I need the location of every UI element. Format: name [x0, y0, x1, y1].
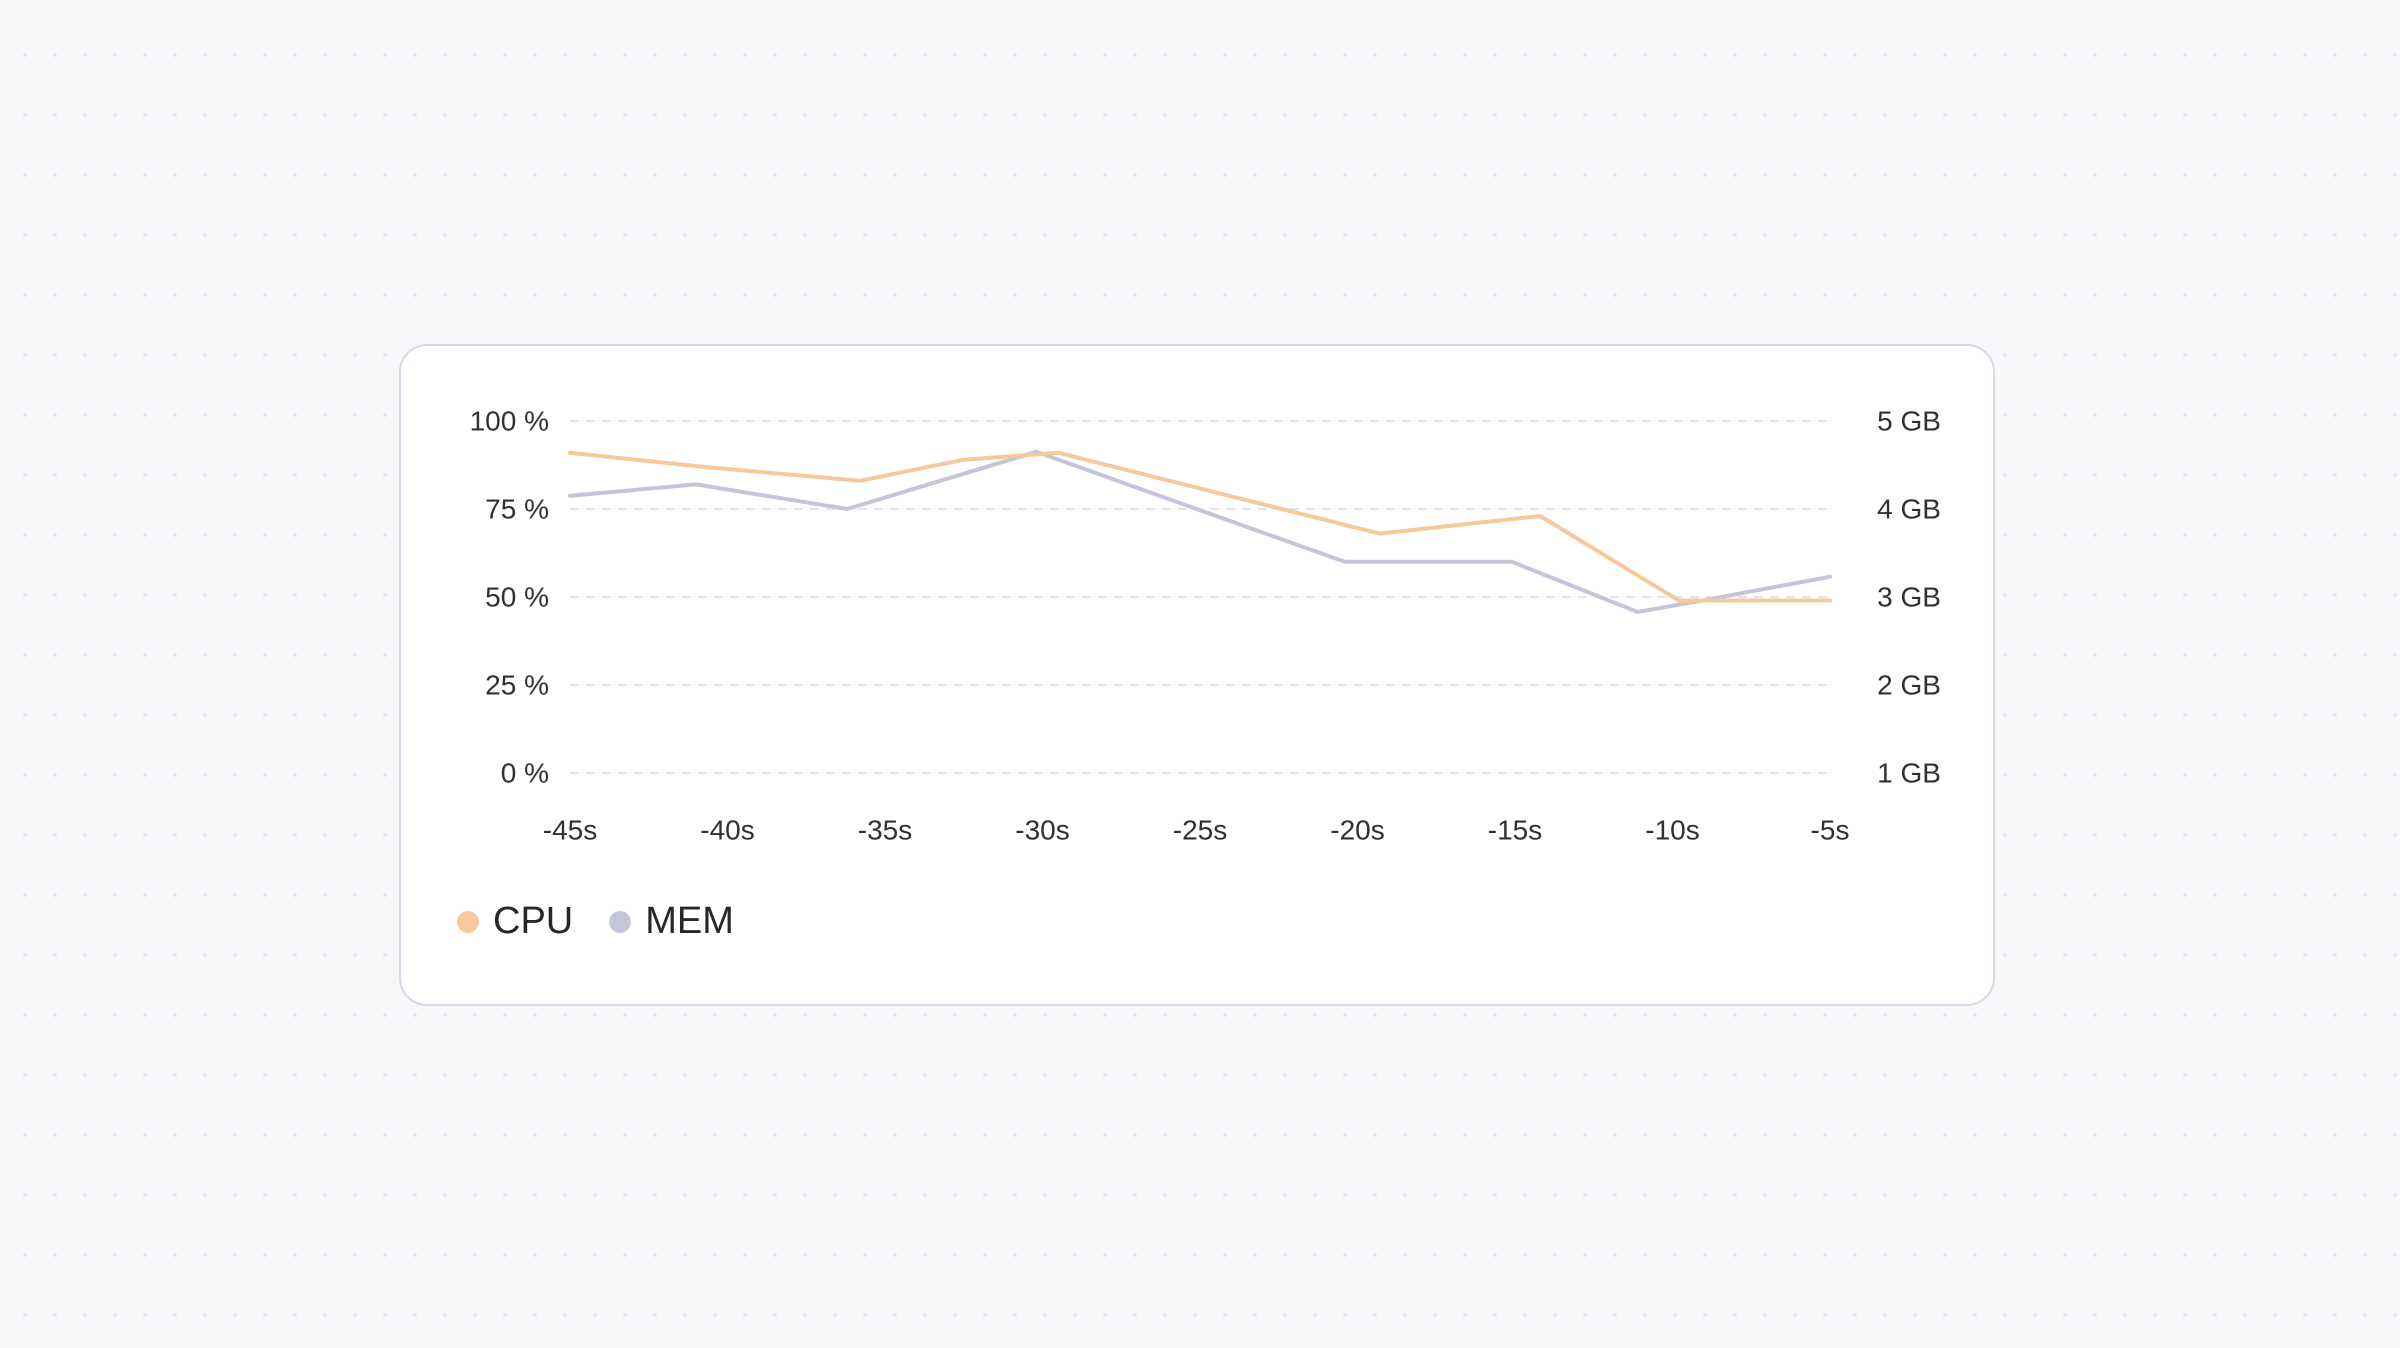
x-tick-label: -45s: [543, 815, 597, 846]
y-left-tick-label: 50 %: [485, 582, 549, 613]
legend-label-mem: MEM: [645, 900, 734, 942]
x-tick-label: -5s: [1811, 815, 1850, 846]
y-left-tick-label: 75 %: [485, 494, 549, 525]
y-right-tick-label: 3 GB: [1877, 582, 1941, 613]
y-right-tick-label: 2 GB: [1877, 670, 1941, 701]
x-tick-label: -10s: [1645, 815, 1699, 846]
y-right-tick-label: 1 GB: [1877, 758, 1941, 789]
x-tick-label: -30s: [1015, 815, 1069, 846]
x-tick-label: -25s: [1173, 815, 1227, 846]
y-right-tick-label: 5 GB: [1877, 406, 1941, 437]
series-line-mem: [568, 449, 1832, 614]
chart-legend: CPU MEM: [457, 900, 770, 943]
x-tick-label: -40s: [700, 815, 754, 846]
legend-label-cpu: CPU: [493, 900, 574, 942]
y-left-tick-label: 100 %: [470, 406, 549, 437]
x-tick-label: -35s: [858, 815, 912, 846]
legend-item-cpu[interactable]: CPU: [457, 900, 573, 943]
chart-card: 100 % 5 GB 75 % 4 GB 50 % 3 GB 25 % 2 GB 0 % 1 GB…: [399, 344, 1995, 1006]
x-tick-label: -15s: [1488, 815, 1542, 846]
y-left-tick-label: 25 %: [485, 670, 549, 701]
line-chart: 100 % 5 GB 75 % 4 GB 50 % 3 GB 25 % 2 GB 0 % 1 GB…: [470, 406, 1941, 846]
y-right-tick-label: 4 GB: [1877, 494, 1941, 525]
legend-item-mem[interactable]: MEM: [609, 900, 734, 943]
cpu-legend-dot: [457, 910, 479, 933]
y-left-tick-label: 0 %: [501, 758, 549, 789]
series-line-cpu: [568, 450, 1832, 603]
x-tick-label: -20s: [1330, 815, 1384, 846]
mem-legend-dot: [609, 910, 632, 933]
